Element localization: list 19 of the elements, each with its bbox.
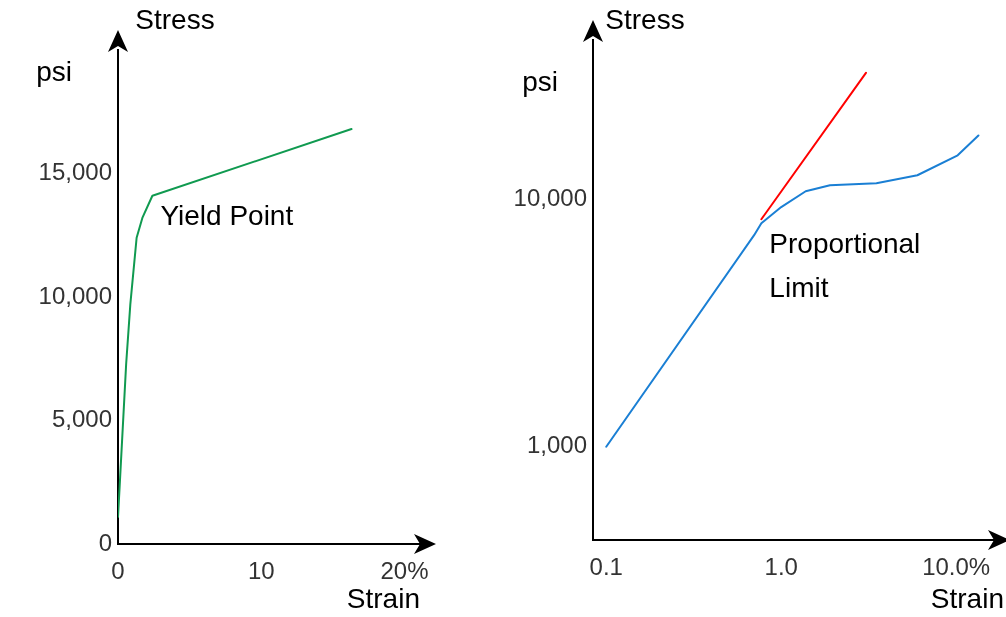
annotation: Yield Point xyxy=(160,200,294,232)
x-tick-label: 10.0% xyxy=(922,553,991,581)
text: psi xyxy=(36,56,72,87)
y-axis-title: Stress xyxy=(135,4,215,35)
y-tick-label: 5,000 xyxy=(51,405,112,433)
text: psi xyxy=(522,66,558,97)
x-tick-label: 10 xyxy=(247,557,275,585)
x-tick-label: 0.1 xyxy=(589,553,623,581)
y-tick-label: 10,000 xyxy=(38,281,112,309)
x-tick-label: 20% xyxy=(380,557,429,585)
annotation: Proportional Limit xyxy=(769,227,921,303)
y-tick-label: 15,000 xyxy=(38,158,112,186)
y-axis-title: Stress xyxy=(605,4,685,35)
y-tick-label: 0 xyxy=(98,528,112,556)
y-tick-label: 10,000 xyxy=(513,183,587,211)
x-tick-label: 1.0 xyxy=(764,553,798,581)
x-axis-title: Strain xyxy=(930,583,1004,614)
y-tick-label: 1,000 xyxy=(526,431,587,459)
x-axis-title: Strain xyxy=(346,583,420,614)
